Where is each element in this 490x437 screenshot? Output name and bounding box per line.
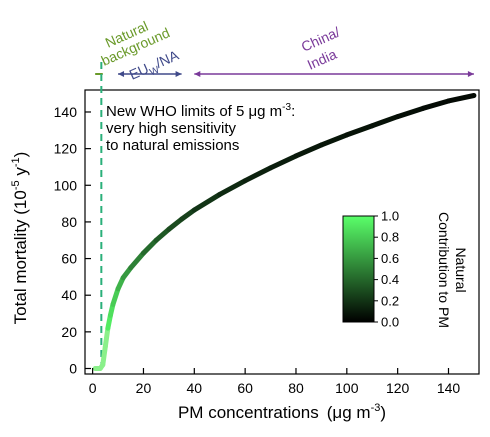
region-eu-na-arrow-right [175,71,182,77]
colorbar-tick-label: 1.0 [381,209,399,224]
curve-segment [445,92,477,104]
y-tick-label: 0 [69,361,77,377]
region-china-india-arrow-left [194,71,201,77]
curve-segment [140,237,159,256]
y-axis-title-sup2: -1 [10,157,22,167]
x-tick-label: 60 [237,380,253,396]
colorbar-tick-label: 0.8 [381,230,399,245]
x-tick-label: 120 [386,380,410,396]
x-axis-title-unit-post: ) [380,403,386,422]
x-axis-title-main: PM concentrations [178,403,319,422]
y-tick-label: 120 [54,141,78,157]
y-tick-label: 140 [54,104,78,120]
curve-segment [110,286,121,307]
x-axis-title-unit-sup: -3 [371,402,381,414]
y-axis-ticks: 0 20 40 60 80 100 120 140 [54,104,91,377]
colorbar-tick-label: 0.2 [381,293,399,308]
x-axis-title: PM concentrations (μg m-3) [178,402,386,422]
who-annotation-line2: very high sensitivity [106,120,237,137]
mortality-curve [92,92,477,372]
region-china-india: China/ India [194,24,474,77]
colorbar-tick-label: 0.0 [381,315,399,330]
curve-segment [153,226,172,243]
x-tick-label: 0 [89,380,97,396]
x-tick-label: 20 [136,380,152,396]
who-annotation-line1-sup: -3 [282,102,291,113]
x-tick-label: 40 [187,380,203,396]
y-axis-title-post: ) [11,152,30,158]
region-eu-label-post: /NA [153,47,181,71]
y-axis-title-sup1: -5 [10,180,22,190]
colorbar-title-line1: Natural [453,247,469,292]
curve-segment [128,250,146,271]
curve-segment [166,216,185,232]
region-eu-label-pre: EU [127,60,151,83]
colorbar: 0.0 0.2 0.4 0.6 0.8 1.0 Natural Contribution … [342,209,469,330]
x-axis-title-unit-pre: (μg m [327,403,371,422]
curve-segment [179,207,197,222]
who-annotation-line3: to natural emissions [106,137,239,154]
curve-segment [395,105,426,120]
region-china-india-arrow-right [467,71,474,77]
curve-segment [242,165,274,184]
y-axis-title: Total mortality (10-5 y-1) [10,152,30,325]
curve-segment [293,142,324,159]
curve-segment [217,178,248,197]
curve-segment [344,123,375,138]
colorbar-title-line2: Contribution to PM [436,212,452,328]
y-axis-title-mid: y [11,167,30,181]
y-tick-label: 60 [61,251,77,267]
colorbar-tick-label: 0.6 [381,251,399,266]
x-tick-label: 80 [288,380,304,396]
y-tick-label: 80 [61,214,77,230]
who-annotation-line1-pre: New WHO limits of 5 μg m [106,103,282,120]
curve-segment [420,98,451,111]
colorbar-ticks: 0.0 0.2 0.4 0.6 0.8 1.0 [374,209,399,330]
curve-segment [369,114,401,129]
x-axis-ticks: 0 20 40 60 80 100 120 140 [89,368,461,396]
x-tick-label: 140 [437,380,461,396]
y-tick-label: 40 [61,287,77,303]
who-annotation-line1: New WHO limits of 5 μg m-3: [106,102,295,120]
colorbar-gradient [342,215,375,323]
curve-segment [100,344,108,368]
region-eu-na-arrow-left [118,71,125,77]
curve-segment [268,153,299,171]
who-annotation-line1-post: : [291,103,295,120]
curve-segment [191,191,223,213]
y-tick-label: 100 [54,177,78,193]
curve-segment [318,132,350,148]
y-axis-title-main: Total mortality (10 [11,190,30,324]
curve-segment [102,325,111,350]
plot-frame [84,89,480,375]
x-tick-label: 100 [335,380,359,396]
colorbar-tick-label: 0.4 [381,272,399,287]
y-tick-label: 20 [61,324,77,340]
